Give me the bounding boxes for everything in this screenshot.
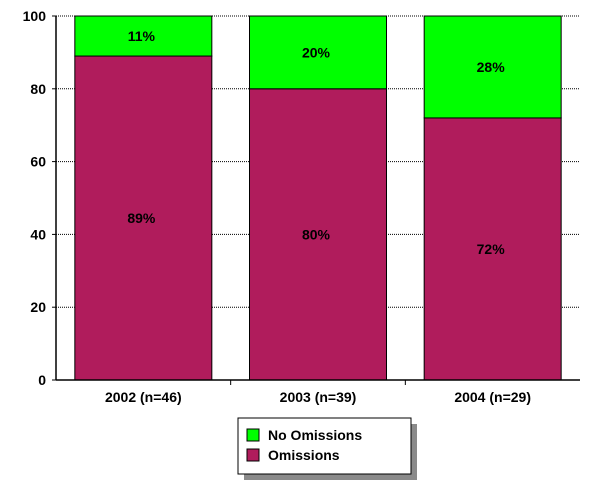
bar-omissions xyxy=(74,55,213,381)
y-tick-label: 80 xyxy=(30,81,46,97)
legend-box xyxy=(237,417,412,475)
y-tick-label: 60 xyxy=(30,154,46,170)
legend-swatch xyxy=(246,448,260,462)
bar-no-omissions xyxy=(423,15,562,119)
data-label: 80% xyxy=(302,226,331,242)
legend-swatch xyxy=(246,428,260,442)
data-label: 89% xyxy=(127,210,156,226)
data-labels: 89% 11% 80% 20% 72% 28% xyxy=(127,28,505,257)
y-tick-label: 100 xyxy=(23,8,47,24)
legend: No Omissions Omissions xyxy=(237,417,417,480)
y-tick-label: 40 xyxy=(30,226,46,242)
bar-omissions xyxy=(249,88,387,381)
bar-no-omissions xyxy=(249,15,387,90)
x-category-label: 2004 (n=29) xyxy=(454,389,531,405)
data-label: 20% xyxy=(302,44,331,60)
legend-label: Omissions xyxy=(268,447,340,463)
x-category-label: 2003 (n=39) xyxy=(280,389,357,405)
x-category-label: 2002 (n=46) xyxy=(105,389,182,405)
data-label: 11% xyxy=(128,28,156,44)
y-tick-label: 20 xyxy=(30,299,46,315)
data-label: 28% xyxy=(477,59,506,75)
axes: 0 20 40 60 80 100 2002 (n=46) 2003 (n=39) 2004 (… xyxy=(23,8,580,405)
bars xyxy=(74,15,562,381)
bar-no-omissions xyxy=(74,15,213,57)
legend-label: No Omissions xyxy=(268,427,362,443)
y-tick-label: 0 xyxy=(38,372,46,388)
data-label: 72% xyxy=(477,241,506,257)
